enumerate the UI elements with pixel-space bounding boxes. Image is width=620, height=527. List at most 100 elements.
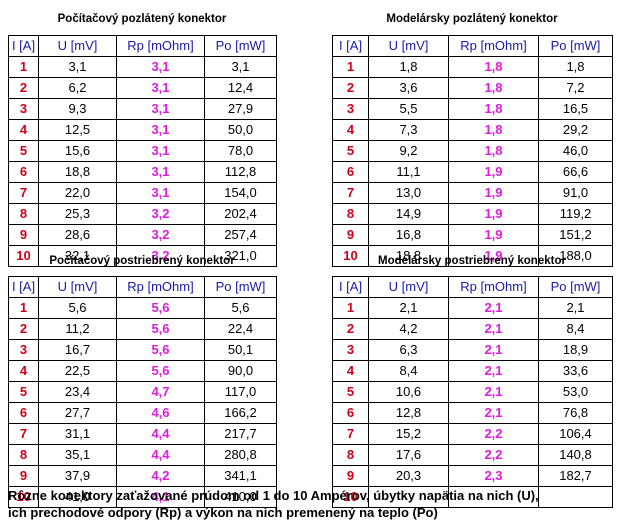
voltage-cell: 6,3 [368, 339, 449, 361]
voltage-cell: 27,7 [38, 402, 117, 424]
header-current: I [A] [8, 35, 39, 57]
table-row: 6 11,1 1,9 66,6 [332, 161, 613, 183]
table-row: 3 16,7 5,6 50,1 [8, 339, 277, 361]
voltage-cell: 3,6 [368, 77, 449, 99]
table-row: 7 15,2 2,2 106,4 [332, 423, 613, 445]
header-current: I [A] [332, 35, 369, 57]
resistance-cell: 3,1 [116, 56, 205, 78]
power-cell: 50,1 [204, 339, 277, 361]
power-cell: 217,7 [204, 423, 277, 445]
power-cell: 3,1 [204, 56, 277, 78]
current-cell: 2 [8, 77, 39, 99]
resistance-cell: 4,1 [116, 486, 205, 508]
data-table: I [A] U [mV] Rp [mOhm] Po [mW] 1 3,1 3,1 3,1 2 6,… [8, 35, 277, 267]
power-cell: 188,0 [538, 245, 613, 267]
header-voltage: U [mV] [38, 35, 117, 57]
table-row: 3 9,3 3,1 27,9 [8, 98, 277, 120]
voltage-cell: 37,9 [38, 465, 117, 487]
table-row: 7 22,0 3,1 154,0 [8, 182, 277, 204]
resistance-cell: 3,1 [116, 140, 205, 162]
current-cell: 8 [8, 203, 39, 225]
current-cell: 5 [8, 140, 39, 162]
resistance-cell: 3,1 [116, 182, 205, 204]
voltage-cell: 5,6 [38, 297, 117, 319]
resistance-cell: 5,6 [116, 360, 205, 382]
table-row: 5 10,6 2,1 53,0 [332, 381, 613, 403]
resistance-cell: 3,1 [116, 119, 205, 141]
voltage-cell: 1,8 [368, 56, 449, 78]
power-cell: 154,0 [204, 182, 277, 204]
power-cell: 1,8 [538, 56, 613, 78]
current-cell: 3 [332, 98, 369, 120]
table-row: 10 41,0 4,1 410,0 [8, 486, 277, 508]
voltage-cell: 10,6 [368, 381, 449, 403]
current-cell: 4 [8, 119, 39, 141]
table-row: 9 16,8 1,9 151,2 [332, 224, 613, 246]
table-row: 7 13,0 1,9 91,0 [332, 182, 613, 204]
table-header-row: I [A] U [mV] Rp [mOhm] Po [mW] [8, 276, 277, 298]
header-voltage: U [mV] [38, 276, 117, 298]
power-cell: 182,7 [538, 465, 613, 487]
resistance-cell: 2,1 [448, 339, 539, 361]
table-header-row: I [A] U [mV] Rp [mOhm] Po [mW] [332, 35, 613, 57]
resistance-cell: 1,9 [448, 203, 539, 225]
table-row: 8 25,3 3,2 202,4 [8, 203, 277, 225]
power-cell: 112,8 [204, 161, 277, 183]
power-cell: 106,4 [538, 423, 613, 445]
data-table: I [A] U [mV] Rp [mOhm] Po [mW] 1 2,1 2,1 2,1 2 4,… [332, 276, 613, 508]
resistance-cell: 4,7 [116, 381, 205, 403]
current-cell: 6 [8, 161, 39, 183]
power-cell: 22,4 [204, 318, 277, 340]
current-cell: 7 [8, 423, 39, 445]
resistance-cell: 4,4 [116, 423, 205, 445]
voltage-cell: 28,6 [38, 224, 117, 246]
power-cell: 166,2 [204, 402, 277, 424]
voltage-cell: 20,3 [368, 465, 449, 487]
voltage-cell: 18,8 [368, 245, 449, 267]
header-power: Po [mW] [204, 35, 277, 57]
current-cell: 6 [332, 402, 369, 424]
resistance-cell: 2,1 [448, 402, 539, 424]
power-cell: 321,0 [204, 245, 277, 267]
table-row: 4 8,4 2,1 33,6 [332, 360, 613, 382]
current-cell: 3 [8, 98, 39, 120]
voltage-cell: 9,3 [38, 98, 117, 120]
power-cell: 27,9 [204, 98, 277, 120]
table-row: 3 5,5 1,8 16,5 [332, 98, 613, 120]
resistance-cell: 1,8 [448, 77, 539, 99]
table-row: 1 5,6 5,6 5,6 [8, 297, 277, 319]
table-row: 10 [332, 486, 613, 508]
voltage-cell: 13,0 [368, 182, 449, 204]
current-cell: 8 [8, 444, 39, 466]
resistance-cell: 4,6 [116, 402, 205, 424]
resistance-cell: 3,2 [116, 203, 205, 225]
table-row: 8 14,9 1,9 119,2 [332, 203, 613, 225]
voltage-cell: 15,6 [38, 140, 117, 162]
table-row: 8 35,1 4,4 280,8 [8, 444, 277, 466]
resistance-cell: 3,1 [116, 77, 205, 99]
table-row: 2 4,2 2,1 8,4 [332, 318, 613, 340]
power-cell: 202,4 [204, 203, 277, 225]
power-cell: 8,4 [538, 318, 613, 340]
power-cell [538, 486, 613, 508]
voltage-cell: 12,5 [38, 119, 117, 141]
power-cell: 33,6 [538, 360, 613, 382]
table-row: 6 27,7 4,6 166,2 [8, 402, 277, 424]
voltage-cell: 35,1 [38, 444, 117, 466]
resistance-cell: 2,2 [448, 423, 539, 445]
power-cell: 140,8 [538, 444, 613, 466]
table-row: 9 28,6 3,2 257,4 [8, 224, 277, 246]
header-resistance: Rp [mOhm] [448, 276, 539, 298]
table-row: 4 22,5 5,6 90,0 [8, 360, 277, 382]
resistance-cell: 1,9 [448, 182, 539, 204]
resistance-cell: 5,6 [116, 318, 205, 340]
voltage-cell: 18,8 [38, 161, 117, 183]
resistance-cell: 3,2 [116, 245, 205, 267]
voltage-cell: 16,7 [38, 339, 117, 361]
voltage-cell: 15,2 [368, 423, 449, 445]
power-cell: 119,2 [538, 203, 613, 225]
power-cell: 280,8 [204, 444, 277, 466]
caption-line-1: Rôzne konektory zaťažované prúdom od 1 d… [8, 488, 539, 503]
current-cell: 4 [332, 119, 369, 141]
current-cell: 10 [332, 245, 369, 267]
